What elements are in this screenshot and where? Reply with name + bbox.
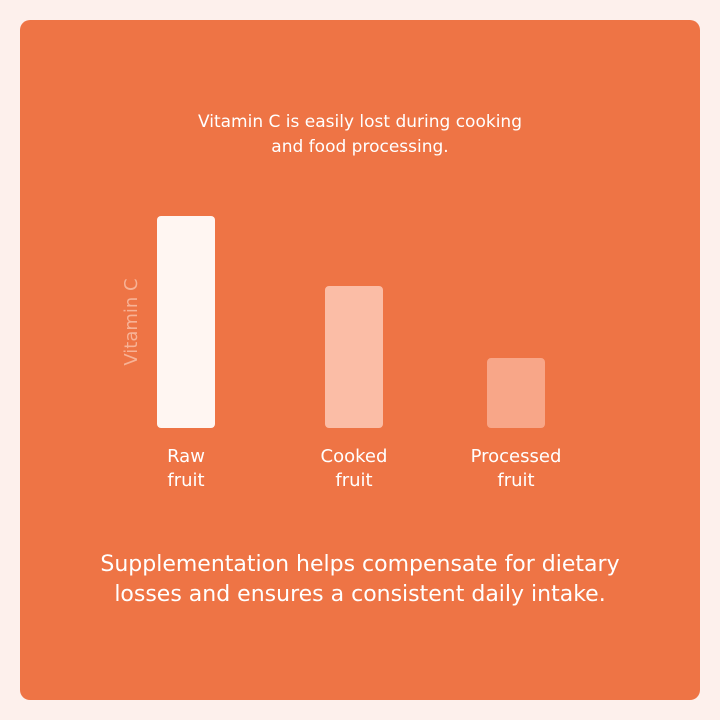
footer-message: Supplementation helps compensate for die… xyxy=(100,552,620,607)
chart-subtitle: Vitamin C is easily lost during cooking … xyxy=(197,112,522,157)
